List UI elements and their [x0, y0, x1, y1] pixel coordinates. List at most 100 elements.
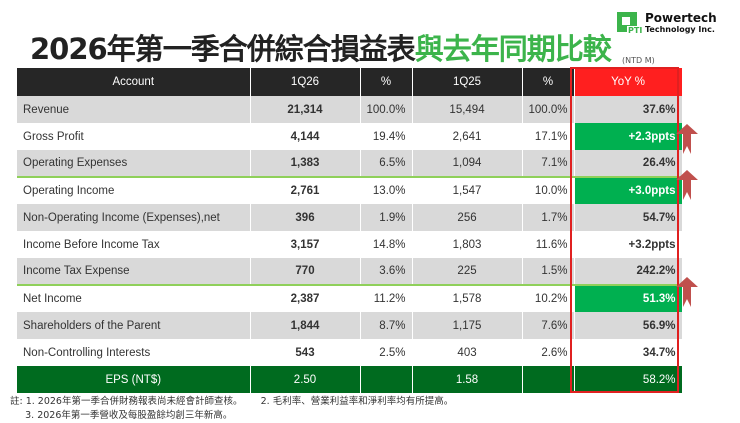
eps-q25-cell: 1.58	[412, 366, 523, 393]
value-1q25: 2,641	[412, 123, 523, 150]
logo-mark-text: PTI	[627, 26, 644, 35]
up-arrow-icon	[676, 277, 698, 307]
yoy-cell: 26.4%	[574, 150, 683, 177]
header-pct-1q25: %	[522, 68, 575, 96]
account-cell: Gross Profit	[17, 123, 251, 150]
pct-1q25: 11.6%	[522, 231, 575, 258]
logo-name: Powertech	[645, 11, 717, 25]
value-1q25: 1,094	[412, 150, 523, 177]
value-1q26: 1,383	[250, 150, 361, 177]
table-row: Operating Income 2,761 13.0% 1,547 10.0% +3.0…	[17, 176, 683, 204]
logo-subtitle: Technology Inc.	[645, 25, 715, 34]
pct-1q25: 1.7%	[522, 204, 575, 231]
table-row: Non-Operating Income (Expenses),net 396 1.…	[17, 204, 683, 231]
table-row: Revenue 21,314 100.0% 15,494 100.0% 37.6%	[17, 96, 683, 123]
pct-1q26: 3.6%	[360, 258, 413, 285]
note-2: 2. 毛利率、營業利益率和淨利率均有所提高。	[260, 396, 454, 407]
value-1q25: 256	[412, 204, 523, 231]
pct-1q25: 7.1%	[522, 150, 575, 177]
value-1q26: 543	[250, 339, 361, 366]
eps-account-cell: EPS (NT$)	[17, 366, 251, 393]
header-pct-1q26: %	[360, 68, 413, 96]
note-3: 3. 2026年第一季營收及每股盈餘均創三年新高。	[25, 410, 233, 421]
pct-1q25: 10.0%	[522, 176, 575, 204]
eps-q26-cell: 2.50	[250, 366, 361, 393]
value-1q26: 2,761	[250, 176, 361, 204]
pct-1q25: 100.0%	[522, 96, 575, 123]
title-main: 2026年第一季合併綜合損益表	[30, 32, 416, 66]
pct-1q25: 10.2%	[522, 284, 575, 312]
account-cell: Income Before Income Tax	[17, 231, 251, 258]
pct-1q26: 19.4%	[360, 123, 413, 150]
yoy-cell: +3.2ppts	[574, 231, 683, 258]
pct-1q25: 7.6%	[522, 312, 575, 339]
company-logo: PTI Powertech Technology Inc.	[617, 11, 740, 36]
pct-1q26: 11.2%	[360, 284, 413, 312]
account-cell: Non-Controlling Interests	[17, 339, 251, 366]
value-1q25: 15,494	[412, 96, 523, 123]
value-1q26: 396	[250, 204, 361, 231]
pct-1q25: 17.1%	[522, 123, 575, 150]
value-1q26: 2,387	[250, 284, 361, 312]
account-cell: Net Income	[17, 284, 251, 312]
yoy-cell: 37.6%	[574, 96, 683, 123]
eps-yoy-cell: 58.2%	[574, 366, 683, 393]
pct-1q26: 2.5%	[360, 339, 413, 366]
pct-1q26: 6.5%	[360, 150, 413, 177]
pct-1q25: 1.5%	[522, 258, 575, 285]
header-account: Account	[17, 68, 251, 96]
yoy-cell: 51.3%	[574, 284, 683, 312]
pct-1q26: 13.0%	[360, 176, 413, 204]
value-1q25: 225	[412, 258, 523, 285]
table-row: Operating Expenses 1,383 6.5% 1,094 7.1% 26.4…	[17, 150, 683, 177]
header-yoy: YoY %	[574, 68, 683, 96]
value-1q26: 3,157	[250, 231, 361, 258]
account-cell: Revenue	[17, 96, 251, 123]
up-arrow-icon	[676, 170, 698, 200]
eps-row: EPS (NT$) 2.50 1.58 58.2%	[17, 366, 683, 393]
table-row: Income Tax Expense 770 3.6% 225 1.5% 242.2%	[17, 258, 683, 285]
account-cell: Operating Expenses	[17, 150, 251, 177]
value-1q25: 1,547	[412, 176, 523, 204]
page-title: 2026年第一季合併綜合損益表與去年同期比較	[30, 26, 612, 68]
value-1q26: 770	[250, 258, 361, 285]
table-row: Shareholders of the Parent 1,844 8.7% 1,175…	[17, 312, 683, 339]
value-1q26: 21,314	[250, 96, 361, 123]
yoy-cell: +3.0ppts	[574, 176, 683, 204]
pct-1q26: 1.9%	[360, 204, 413, 231]
eps-empty-cell	[522, 366, 575, 393]
eps-empty-cell	[360, 366, 413, 393]
table-row: Gross Profit 4,144 19.4% 2,641 17.1% +2.3ppts	[17, 123, 683, 150]
yoy-cell: 54.7%	[574, 204, 683, 231]
title-accent: 與去年同期比較	[414, 32, 612, 66]
value-1q26: 1,844	[250, 312, 361, 339]
pct-1q26: 8.7%	[360, 312, 413, 339]
up-arrow-icon	[676, 124, 698, 154]
account-cell: Operating Income	[17, 176, 251, 204]
value-1q25: 1,803	[412, 231, 523, 258]
yoy-cell: 242.2%	[574, 258, 683, 285]
header-1q26: 1Q26	[250, 68, 361, 96]
yoy-cell: +2.3ppts	[574, 123, 683, 150]
account-cell: Non-Operating Income (Expenses),net	[17, 204, 251, 231]
table-header: Account 1Q26 % 1Q25 % YoY %	[17, 68, 683, 96]
account-cell: Income Tax Expense	[17, 258, 251, 285]
footnotes: 註: 1. 2026年第一季合併財務報表尚未經會計師查核。 2. 毛利率、營業利…	[10, 395, 453, 423]
income-statement-table: Account 1Q26 % 1Q25 % YoY % Revenue 21,31…	[17, 68, 683, 393]
unit-label: (NTD M)	[622, 56, 655, 65]
pct-1q25: 2.6%	[522, 339, 575, 366]
account-cell: Shareholders of the Parent	[17, 312, 251, 339]
value-1q25: 1,578	[412, 284, 523, 312]
value-1q26: 4,144	[250, 123, 361, 150]
pct-1q26: 14.8%	[360, 231, 413, 258]
yoy-cell: 34.7%	[574, 339, 683, 366]
value-1q25: 403	[412, 339, 523, 366]
pct-1q26: 100.0%	[360, 96, 413, 123]
note-1: 註: 1. 2026年第一季合併財務報表尚未經會計師查核。	[10, 396, 243, 407]
yoy-cell: 56.9%	[574, 312, 683, 339]
header-1q25: 1Q25	[412, 68, 523, 96]
table-row: Net Income 2,387 11.2% 1,578 10.2% 51.3%	[17, 284, 683, 312]
table-row: Non-Controlling Interests 543 2.5% 403 2.6% 3…	[17, 339, 683, 366]
value-1q25: 1,175	[412, 312, 523, 339]
table-row: Income Before Income Tax 3,157 14.8% 1,803 1…	[17, 231, 683, 258]
